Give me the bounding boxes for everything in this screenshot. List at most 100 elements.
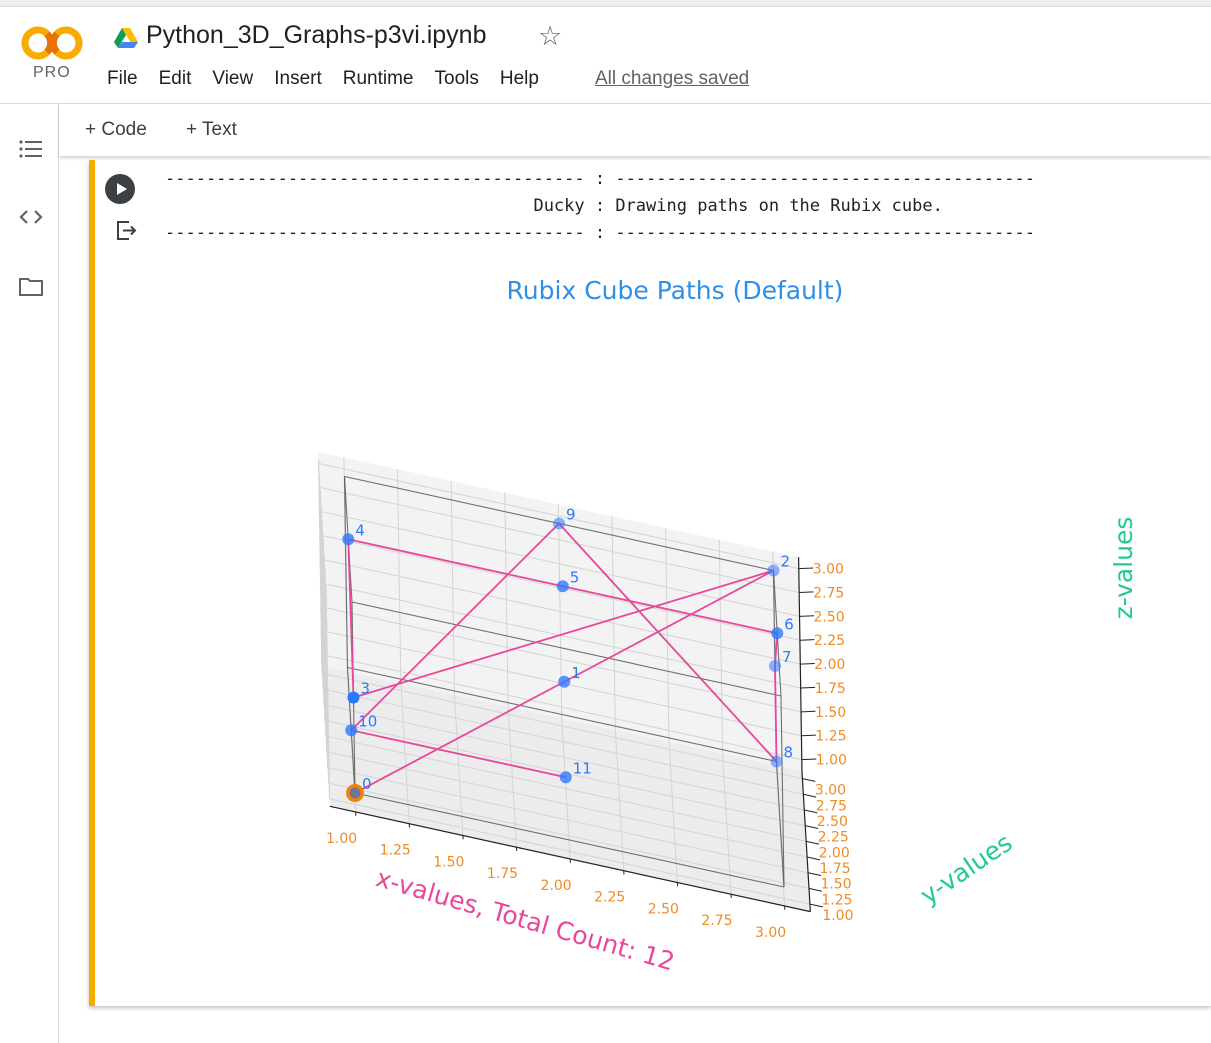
data-point xyxy=(770,755,783,768)
output-line: Ducky : Drawing paths on the Rubix cube. xyxy=(165,196,943,216)
code-cell[interactable]: ----------------------------------------… xyxy=(89,160,1211,1006)
menu-bar: File Edit View Insert Runtime Tools Help xyxy=(107,68,560,90)
path-line xyxy=(347,522,779,794)
grid-line xyxy=(325,735,807,842)
x-tick-label: 2.00 xyxy=(541,878,572,894)
google-drive-icon[interactable] xyxy=(114,27,138,49)
menu-file[interactable]: File xyxy=(107,68,138,89)
x-tick-label: 2.25 xyxy=(594,890,625,906)
x-tick-label: 1.25 xyxy=(380,843,411,859)
y-tick xyxy=(803,793,817,798)
star-icon[interactable]: ☆ xyxy=(538,21,563,52)
data-point xyxy=(769,660,781,672)
x-tick-label: 2.75 xyxy=(701,913,732,929)
grid-line xyxy=(318,462,799,570)
z-tick xyxy=(799,591,814,593)
grid-line xyxy=(318,486,800,593)
data-point xyxy=(771,627,784,640)
grid-line xyxy=(323,704,805,811)
y-tick-label: 3.00 xyxy=(815,783,846,799)
cube-frame xyxy=(343,475,785,888)
y-tick-label: 2.75 xyxy=(816,798,847,814)
y-tick xyxy=(807,872,822,877)
point-label: 3 xyxy=(361,680,371,698)
y-tick-label: 1.50 xyxy=(820,877,851,893)
y-axis-label: y-values xyxy=(915,828,1017,910)
code-snippets-icon[interactable] xyxy=(18,205,44,229)
save-status-link[interactable]: All changes saved xyxy=(595,68,750,89)
files-icon[interactable] xyxy=(18,274,44,298)
output-clear-icon[interactable] xyxy=(115,218,139,242)
header: PRO Python_3D_Graphs-p3vi.ipynb ☆ File E… xyxy=(0,7,1211,104)
cell-output-text: ----------------------------------------… xyxy=(165,166,1035,247)
menu-edit[interactable]: Edit xyxy=(158,68,192,89)
z-tick xyxy=(799,615,814,617)
chart-title: Rubix Cube Paths (Default) xyxy=(507,276,844,305)
point-label: 0 xyxy=(362,775,372,793)
z-tick-label: 3.00 xyxy=(813,562,844,578)
point-label: 5 xyxy=(570,568,580,586)
output-line: ----------------------------------------… xyxy=(165,169,1035,189)
z-tick xyxy=(801,710,816,713)
data-point xyxy=(767,564,780,577)
run-cell-button[interactable] xyxy=(105,174,135,204)
browser-top-strip xyxy=(0,0,1211,7)
grid-line xyxy=(317,463,328,604)
y-tick-label: 1.75 xyxy=(820,861,851,877)
point-label: 4 xyxy=(355,521,365,539)
z-tick xyxy=(798,567,814,570)
y-tick xyxy=(806,840,820,845)
y-tick-label: 2.00 xyxy=(819,845,850,861)
data-point xyxy=(349,787,361,799)
z-tick xyxy=(801,734,816,737)
point-label: 1 xyxy=(571,664,581,682)
axis-ticks: 1.001.251.501.752.002.252.502.753.001.00… xyxy=(326,557,854,941)
y-tick xyxy=(805,825,819,829)
menu-runtime[interactable]: Runtime xyxy=(342,68,414,89)
cube-edge xyxy=(780,695,785,888)
cube-edge xyxy=(351,601,782,697)
y-tick xyxy=(802,778,816,782)
y-tick xyxy=(809,903,823,908)
table-of-contents-icon[interactable] xyxy=(18,137,44,161)
grid-line xyxy=(321,672,803,780)
z-tick-label: 2.00 xyxy=(814,657,845,673)
y-tick xyxy=(804,809,818,814)
z-axis-label: z-values xyxy=(1109,517,1138,620)
y-tick-label: 2.25 xyxy=(818,830,849,846)
point-label: 10 xyxy=(358,712,377,730)
z-tick-label: 2.75 xyxy=(813,585,844,601)
z-tick-label: 1.00 xyxy=(816,753,847,769)
colab-logo[interactable] xyxy=(20,25,86,85)
z-tick-label: 1.50 xyxy=(815,705,846,721)
add-code-button[interactable]: + Code xyxy=(85,119,147,140)
x-tick-label: 1.00 xyxy=(326,831,357,847)
grid-line xyxy=(319,558,801,665)
data-point xyxy=(558,675,571,688)
x-tick-label: 3.00 xyxy=(755,925,786,941)
rubix-cube-3d-plot: 1.001.251.501.752.002.252.502.753.001.00… xyxy=(317,276,1138,976)
menu-insert[interactable]: Insert xyxy=(274,68,322,89)
point-label: 11 xyxy=(573,759,592,777)
y-tick xyxy=(808,887,822,892)
x-tick-label: 1.50 xyxy=(433,854,464,870)
data-point xyxy=(345,724,358,737)
menu-tools[interactable]: Tools xyxy=(434,68,479,89)
y-tick-label: 1.00 xyxy=(822,908,853,924)
z-tick xyxy=(801,758,817,761)
notebook-title[interactable]: Python_3D_Graphs-p3vi.ipynb xyxy=(146,21,487,49)
data-point xyxy=(347,691,360,704)
data-point xyxy=(556,580,569,593)
grid-line xyxy=(318,459,323,674)
data-points: 0 1 2 3 4 5 6 7 8 9 10 11 xyxy=(342,506,794,802)
data-point xyxy=(342,533,355,546)
point-label: 8 xyxy=(784,744,794,762)
menu-view[interactable]: View xyxy=(212,68,254,89)
z-tick xyxy=(800,686,816,689)
add-text-button[interactable]: + Text xyxy=(186,119,237,140)
grid-line xyxy=(322,688,804,795)
menu-help[interactable]: Help xyxy=(499,68,539,89)
cube-edge xyxy=(354,792,785,888)
z-tick xyxy=(799,639,815,641)
x-tick-label: 2.50 xyxy=(648,901,679,917)
